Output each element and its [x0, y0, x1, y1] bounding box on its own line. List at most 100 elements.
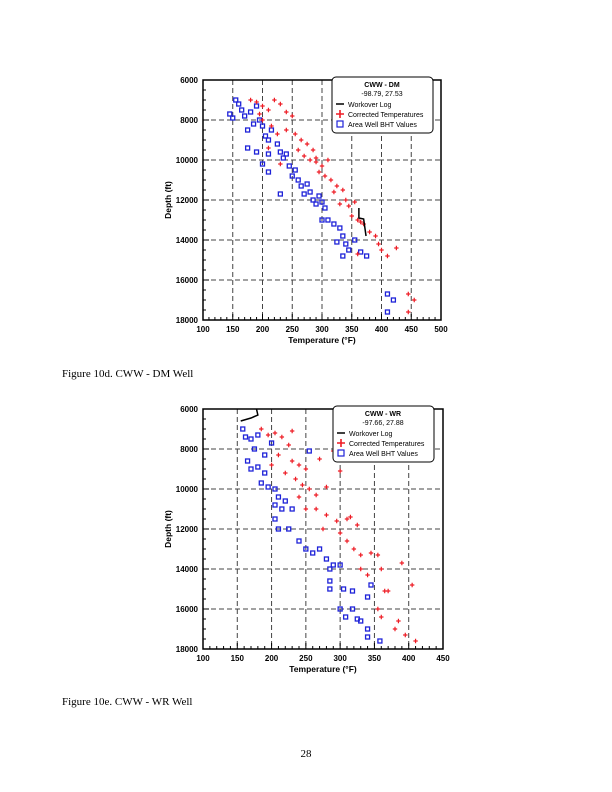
x-tick-label: 200 [256, 325, 270, 334]
corrected-temp-point [379, 614, 384, 620]
corrected-temp-point [289, 458, 295, 464]
corrected-temp-point [296, 494, 302, 500]
corrected-temp-point [266, 107, 271, 113]
corrected-temp-point [340, 187, 346, 193]
x-tick-label: 400 [402, 654, 416, 663]
y-tick-label: 6000 [180, 76, 198, 85]
bht-point [295, 177, 301, 183]
corrected-temp-point [284, 109, 289, 115]
bht-point [242, 434, 249, 440]
x-tick-label: 500 [434, 325, 448, 334]
bht-point [265, 484, 271, 490]
corrected-temp-point [310, 147, 316, 153]
corrected-temp-point [358, 552, 363, 558]
x-tick-label: 300 [333, 654, 347, 663]
corrected-temp-point [276, 452, 281, 458]
chart-cww-dm: 100 150 200 250 300 350 400 450 500 6000 8000 10000… [163, 76, 448, 345]
corrected-temp-point [269, 123, 274, 129]
corrected-temp-point [260, 103, 265, 109]
bht-point [227, 111, 233, 117]
bht-point [286, 163, 292, 169]
corrected-temp-point [322, 173, 328, 179]
bht-point [268, 127, 275, 133]
bht-point [346, 247, 352, 253]
bht-point [319, 217, 325, 223]
legend-item-workover: Workover Log [348, 102, 392, 109]
corrected-temp-point [279, 434, 285, 440]
corrected-temp-point [355, 251, 360, 257]
bht-point [259, 161, 266, 167]
y-axis-label: Depth (ft) [163, 181, 173, 219]
x-axis-label: Temperature (°F) [288, 335, 356, 345]
bht-point [310, 197, 316, 203]
corrected-temp-point [348, 514, 353, 520]
x-tick-label: 350 [345, 325, 359, 334]
bht-point [277, 149, 284, 155]
y-tick-label: 10000 [176, 156, 199, 165]
square-legend-icon [337, 449, 345, 457]
x-tick-label: 150 [231, 654, 245, 663]
legend-item-workover: Workover Log [349, 431, 393, 438]
corrected-temp-point [331, 189, 337, 195]
corrected-temp-point [346, 203, 351, 209]
corrected-temp-point [337, 468, 343, 474]
corrected-temp-point [368, 550, 374, 556]
bht-point [262, 133, 269, 139]
bht-point [253, 103, 260, 109]
bht-point [244, 145, 251, 151]
legend: CWW - DM -98.79, 27.53 Workover Log Correct… [331, 76, 434, 134]
bht-point [327, 578, 333, 584]
bht-point [384, 309, 391, 315]
y-tick-label: 8000 [180, 445, 198, 454]
corrected-temp-point [284, 127, 289, 133]
x-tick-label: 150 [226, 325, 240, 334]
corrected-temp-point [266, 145, 271, 151]
y-axis-label: Depth (ft) [163, 510, 173, 548]
bht-point [239, 107, 245, 113]
corrected-temp-point [379, 247, 384, 253]
bht-point [289, 173, 295, 179]
bht-point [248, 466, 254, 472]
corrected-temp-point [316, 169, 322, 175]
bht-point [230, 115, 236, 121]
bht-point [306, 448, 312, 454]
bht-point [340, 253, 346, 259]
bht-point [304, 181, 310, 187]
bht-point [262, 470, 268, 476]
bht-point [236, 101, 242, 107]
bht-point [283, 151, 289, 157]
corrected-temp-point [293, 131, 298, 137]
corrected-temp-point [337, 530, 343, 536]
bht-point [307, 189, 313, 195]
bht-point [342, 614, 349, 620]
bht-point [248, 436, 254, 442]
corrected-temp-point [334, 518, 339, 524]
bht-point [279, 506, 285, 512]
corrected-temp-point [355, 522, 360, 528]
corrected-temp-point [300, 482, 305, 488]
legend-box [332, 405, 435, 463]
bht-point [340, 233, 346, 239]
x-tick-label: 250 [286, 325, 300, 334]
legend-item-bht: Area Well BHT Values [349, 451, 418, 458]
x-tick-label: 350 [368, 654, 382, 663]
corrected-temp-point [375, 552, 381, 558]
corrected-temp-point [334, 183, 340, 189]
corrected-temp-point [337, 201, 343, 207]
corrected-temp-point [385, 253, 390, 259]
bht-point [327, 586, 333, 592]
corrected-temp-point [358, 566, 363, 572]
x-tick-label: 450 [436, 654, 450, 663]
bht-point [325, 217, 331, 223]
legend-coordinates: -97.66, 27.88 [362, 420, 403, 427]
figure-caption-10e: Figure 10e. CWW - WR Well [62, 696, 193, 708]
corrected-temp-point [413, 638, 418, 644]
legend-coordinates: -98.79, 27.53 [361, 91, 402, 98]
corrected-temp-point [319, 163, 325, 169]
bht-point [289, 506, 295, 512]
bht-point [259, 123, 266, 129]
corrected-temp-point [278, 161, 283, 167]
corrected-temp-point [351, 546, 357, 552]
corrected-temp-point [317, 456, 322, 462]
